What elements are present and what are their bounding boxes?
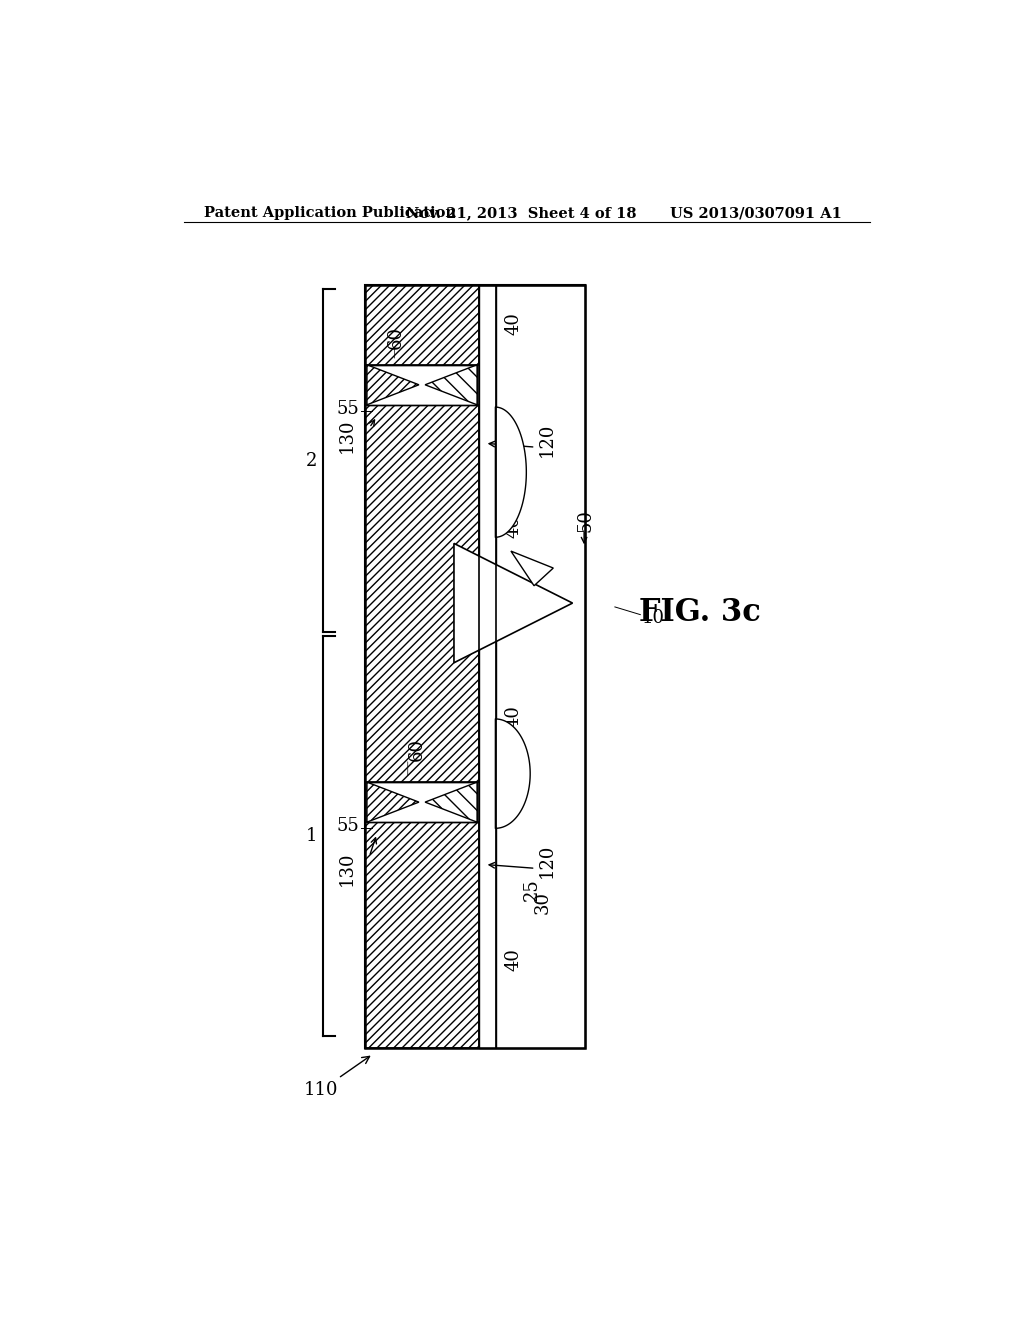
Polygon shape (511, 552, 553, 586)
Polygon shape (367, 364, 419, 405)
Text: Patent Application Publication: Patent Application Publication (204, 206, 456, 220)
Text: 40: 40 (505, 313, 523, 335)
Text: 25: 25 (522, 879, 541, 902)
Text: 50: 50 (577, 510, 594, 532)
Text: 130: 130 (338, 851, 356, 886)
Bar (496, 285, 585, 1048)
Text: 10: 10 (642, 610, 665, 627)
Polygon shape (425, 364, 477, 405)
Bar (366, 822, 478, 1048)
Text: 120: 120 (538, 843, 556, 878)
Text: US 2013/0307091 A1: US 2013/0307091 A1 (670, 206, 842, 220)
Bar (366, 285, 585, 1048)
Bar (366, 405, 478, 781)
Polygon shape (425, 781, 477, 822)
Bar (367, 364, 477, 405)
Text: 60: 60 (408, 738, 426, 762)
Text: 60: 60 (387, 326, 404, 350)
Bar (478, 285, 496, 1048)
Text: 1: 1 (305, 828, 316, 845)
Polygon shape (367, 781, 419, 822)
Text: 30: 30 (535, 891, 552, 915)
Polygon shape (496, 407, 526, 537)
Text: 40: 40 (505, 705, 523, 729)
Text: 40: 40 (505, 948, 523, 970)
Bar (366, 285, 585, 1048)
Text: 2: 2 (305, 451, 316, 470)
Text: FIG. 3c: FIG. 3c (639, 597, 761, 628)
Polygon shape (496, 719, 530, 829)
Text: Nov. 21, 2013  Sheet 4 of 18: Nov. 21, 2013 Sheet 4 of 18 (407, 206, 637, 220)
Text: 55: 55 (337, 400, 359, 417)
Text: 55: 55 (337, 817, 359, 836)
Text: 130: 130 (338, 418, 356, 453)
Polygon shape (454, 544, 572, 663)
Text: 40: 40 (505, 515, 523, 537)
Text: 110: 110 (304, 1056, 370, 1100)
Bar (366, 285, 478, 364)
Text: 120: 120 (538, 422, 556, 457)
Bar (367, 781, 477, 822)
